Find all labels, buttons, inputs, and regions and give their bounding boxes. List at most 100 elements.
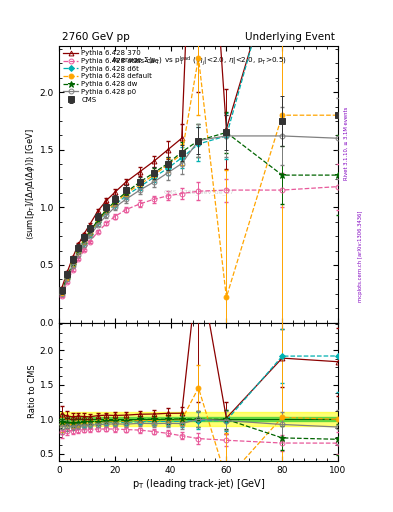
Pythia 6.428 dw (280, 172, 285, 178)
Pythia 6.428 p0 (336, 135, 340, 141)
Pythia 6.428 370 (95, 208, 100, 214)
Pythia 6.428 d6t (65, 274, 70, 281)
Y-axis label: $\langle$sum[p$_{\rm T}$]/[$\Delta\eta\Delta(\Delta\phi)$]$\rangle$ [GeV]: $\langle$sum[p$_{\rm T}$]/[$\Delta\eta\D… (24, 129, 37, 240)
Pythia 6.428 p0 (179, 161, 184, 167)
Pythia 6.428 atlas-cac (179, 190, 184, 197)
Pythia 6.428 370 (59, 285, 64, 291)
Pythia 6.428 atlas-cac (123, 206, 128, 213)
Pythia 6.428 atlas-cac (151, 196, 156, 202)
Pythia 6.428 default (112, 201, 117, 207)
Pythia 6.428 default (224, 294, 229, 300)
Text: mcplots.cern.ch [arXiv:1306.3436]: mcplots.cern.ch [arXiv:1306.3436] (358, 210, 363, 302)
Pythia 6.428 d6t (138, 184, 142, 190)
Line: Pythia 6.428 atlas-cac: Pythia 6.428 atlas-cac (59, 184, 340, 298)
Pythia 6.428 default (59, 290, 64, 296)
Line: Pythia 6.428 370: Pythia 6.428 370 (59, 0, 340, 290)
Pythia 6.428 default (138, 181, 142, 187)
Pythia 6.428 atlas-cac (196, 188, 201, 194)
Line: Pythia 6.428 d6t: Pythia 6.428 d6t (60, 0, 340, 295)
Pythia 6.428 atlas-cac (336, 184, 340, 190)
Pythia 6.428 d6t (196, 141, 201, 147)
Pythia 6.428 default (95, 218, 100, 224)
Pythia 6.428 p0 (151, 179, 156, 185)
Pythia 6.428 default (71, 261, 75, 267)
Pythia 6.428 p0 (65, 275, 70, 282)
Line: Pythia 6.428 dw: Pythia 6.428 dw (59, 130, 341, 294)
Text: Average $\Sigma$(p$_{\rm T}$) vs p$_{\rm T}^{\rm lead}$ ($|\eta_j|$<2.0, $\eta|$: Average $\Sigma$(p$_{\rm T}$) vs p$_{\rm… (110, 54, 286, 68)
Pythia 6.428 370 (224, 126, 229, 132)
Pythia 6.428 370 (151, 158, 156, 164)
Pythia 6.428 p0 (95, 222, 100, 228)
Pythia 6.428 d6t (112, 202, 117, 208)
Pythia 6.428 d6t (104, 209, 109, 215)
Pythia 6.428 atlas-cac (76, 256, 81, 262)
Pythia 6.428 d6t (165, 165, 170, 171)
Pythia 6.428 d6t (151, 174, 156, 181)
Pythia 6.428 dw (65, 273, 70, 280)
Pythia 6.428 370 (138, 168, 142, 175)
Pythia 6.428 p0 (76, 251, 81, 258)
Pythia 6.428 p0 (196, 137, 201, 143)
Pythia 6.428 default (196, 54, 201, 60)
Legend: Pythia 6.428 370, Pythia 6.428 atlas-cac, Pythia 6.428 d6t, Pythia 6.428 default: Pythia 6.428 370, Pythia 6.428 atlas-cac… (62, 49, 160, 104)
Pythia 6.428 d6t (59, 290, 64, 296)
Pythia 6.428 370 (179, 135, 184, 141)
Pythia 6.428 p0 (71, 263, 75, 269)
Pythia 6.428 d6t (224, 133, 229, 139)
Pythia 6.428 d6t (87, 231, 92, 237)
Pythia 6.428 p0 (123, 196, 128, 202)
Pythia 6.428 370 (112, 189, 117, 196)
Bar (59, 417, 338, 421)
Pythia 6.428 p0 (104, 212, 109, 219)
Pythia 6.428 default (123, 190, 128, 197)
Pythia 6.428 default (65, 274, 70, 281)
Pythia 6.428 d6t (123, 193, 128, 199)
Pythia 6.428 dw (82, 238, 86, 244)
Pythia 6.428 p0 (165, 169, 170, 176)
Pythia 6.428 atlas-cac (112, 214, 117, 220)
Pythia 6.428 p0 (59, 291, 64, 297)
Pythia 6.428 d6t (95, 219, 100, 225)
Pythia 6.428 default (87, 229, 92, 236)
Pythia 6.428 p0 (224, 133, 229, 139)
Pythia 6.428 atlas-cac (224, 187, 229, 193)
Pythia 6.428 atlas-cac (71, 266, 75, 272)
Pythia 6.428 atlas-cac (104, 220, 109, 226)
Bar (59, 413, 338, 426)
Pythia 6.428 d6t (71, 261, 75, 267)
Pythia 6.428 atlas-cac (165, 193, 170, 199)
Pythia 6.428 p0 (87, 233, 92, 239)
Pythia 6.428 370 (87, 222, 92, 228)
Pythia 6.428 p0 (82, 242, 86, 248)
Pythia 6.428 370 (76, 241, 81, 247)
Line: Pythia 6.428 default: Pythia 6.428 default (59, 55, 340, 300)
Pythia 6.428 dw (224, 130, 229, 136)
Pythia 6.428 default (82, 239, 86, 245)
Pythia 6.428 370 (123, 179, 128, 185)
Pythia 6.428 d6t (179, 155, 184, 161)
Pythia 6.428 dw (123, 189, 128, 196)
Pythia 6.428 dw (196, 137, 201, 143)
Pythia 6.428 default (151, 172, 156, 178)
Pythia 6.428 atlas-cac (59, 293, 64, 299)
Pythia 6.428 default (179, 152, 184, 158)
Line: Pythia 6.428 p0: Pythia 6.428 p0 (59, 134, 340, 296)
Pythia 6.428 p0 (280, 133, 285, 139)
Pythia 6.428 dw (151, 169, 156, 176)
Pythia 6.428 dw (112, 199, 117, 205)
Pythia 6.428 atlas-cac (280, 187, 285, 193)
Pythia 6.428 dw (59, 288, 64, 294)
Pythia 6.428 370 (165, 146, 170, 153)
Pythia 6.428 dw (71, 260, 75, 266)
Pythia 6.428 atlas-cac (65, 279, 70, 285)
Pythia 6.428 atlas-cac (138, 201, 142, 207)
Text: 2760 GeV pp: 2760 GeV pp (62, 32, 129, 42)
Pythia 6.428 dw (138, 179, 142, 185)
Pythia 6.428 atlas-cac (87, 239, 92, 245)
Pythia 6.428 default (336, 112, 340, 118)
Pythia 6.428 default (165, 162, 170, 168)
Text: CMS_2760_GeV_ue_07: CMS_2760_GeV_ue_07 (163, 190, 234, 196)
X-axis label: p$_{\rm T}$ (leading track-jet) [GeV]: p$_{\rm T}$ (leading track-jet) [GeV] (132, 477, 265, 492)
Pythia 6.428 dw (336, 172, 340, 178)
Pythia 6.428 370 (65, 269, 70, 275)
